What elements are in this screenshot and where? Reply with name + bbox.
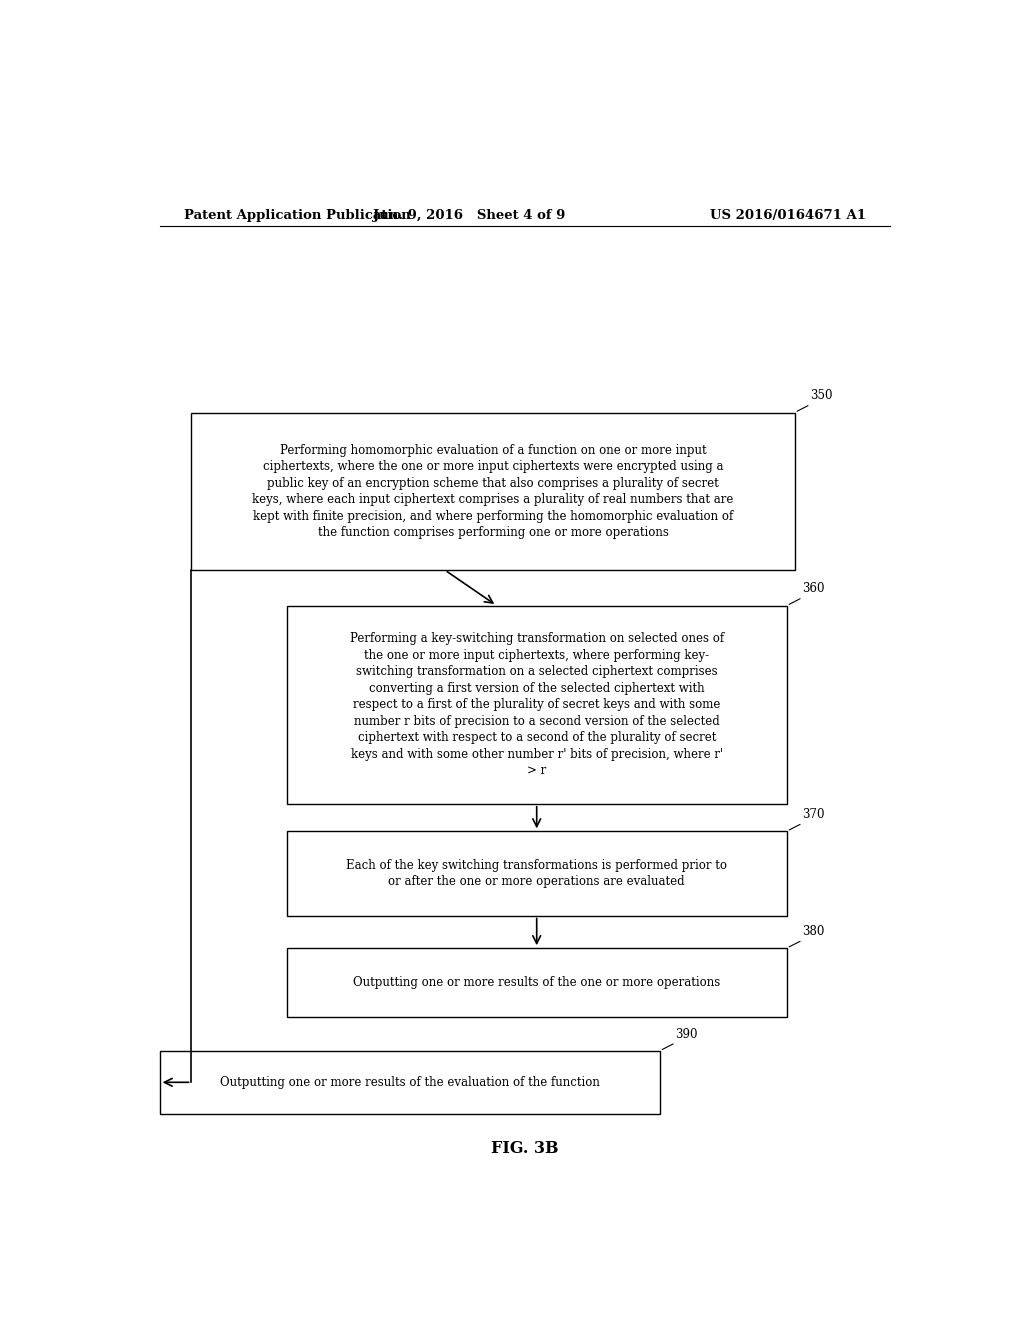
Bar xyxy=(287,948,786,1018)
Text: Performing a key-switching transformation on selected ones of
the one or more in: Performing a key-switching transformatio… xyxy=(349,632,724,777)
Text: FIG. 3B: FIG. 3B xyxy=(492,1140,558,1156)
Text: 350: 350 xyxy=(811,389,833,403)
Text: Performing homomorphic evaluation of a function on one or more input
ciphertexts: Performing homomorphic evaluation of a f… xyxy=(252,444,734,539)
Text: 390: 390 xyxy=(676,1028,698,1040)
Bar xyxy=(287,832,786,916)
Text: Jun. 9, 2016   Sheet 4 of 9: Jun. 9, 2016 Sheet 4 of 9 xyxy=(373,209,565,222)
Text: Patent Application Publication: Patent Application Publication xyxy=(183,209,411,222)
Text: Outputting one or more results of the one or more operations: Outputting one or more results of the on… xyxy=(353,977,720,989)
Bar xyxy=(160,1051,659,1114)
Text: 360: 360 xyxy=(803,582,825,595)
Bar xyxy=(191,413,795,570)
Bar xyxy=(287,606,786,804)
Text: 380: 380 xyxy=(803,925,825,939)
Text: 370: 370 xyxy=(803,808,825,821)
Text: Each of the key switching transformations is performed prior to
or after the one: Each of the key switching transformation… xyxy=(346,859,727,888)
Text: Outputting one or more results of the evaluation of the function: Outputting one or more results of the ev… xyxy=(220,1076,600,1089)
Text: US 2016/0164671 A1: US 2016/0164671 A1 xyxy=(710,209,866,222)
